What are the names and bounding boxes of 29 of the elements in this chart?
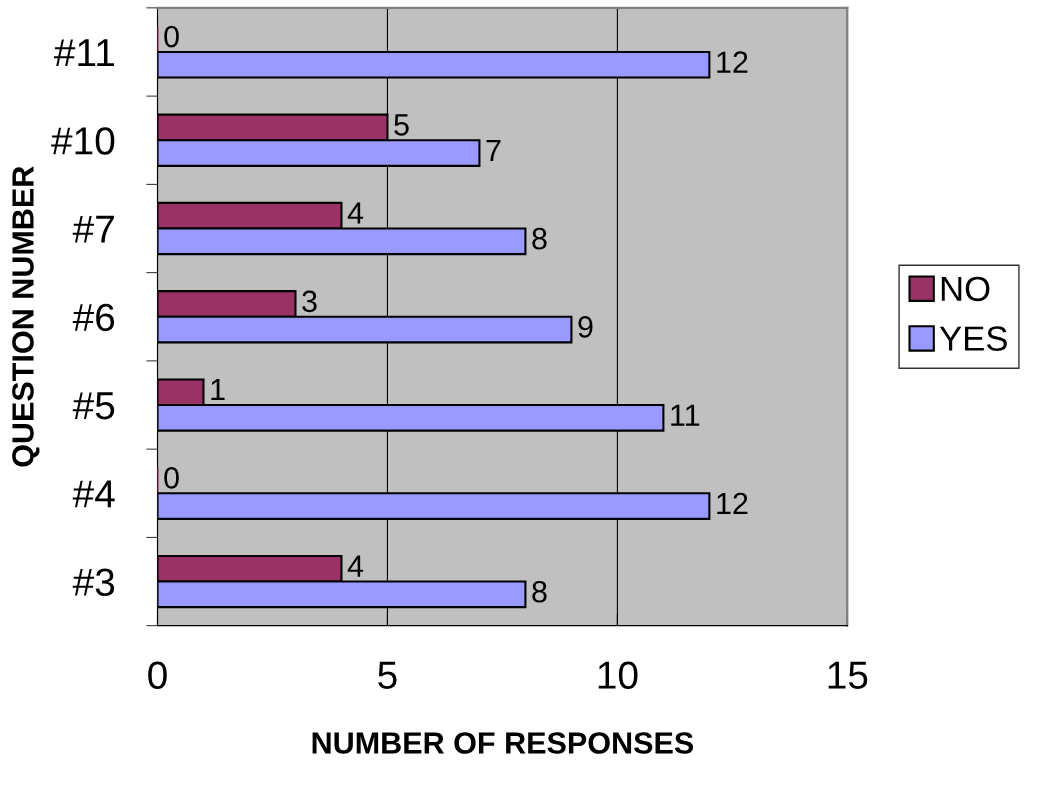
data-label: 11 — [671, 404, 700, 426]
data-label: 0 — [164, 467, 179, 489]
x-axis-title: NUMBER OF RESPONSES — [312, 732, 694, 754]
data-label: 8 — [532, 227, 547, 250]
legend-label: YES — [939, 326, 1007, 351]
x-tick-label: 0 — [148, 661, 167, 689]
data-label: 4 — [347, 202, 364, 224]
data-label: 4 — [347, 555, 364, 577]
y-tick-label: #5 — [72, 392, 115, 420]
data-label: 0 — [164, 25, 179, 48]
x-tick-label: 10 — [598, 661, 638, 689]
legend-label: NO — [941, 276, 990, 302]
data-label: 3 — [302, 290, 317, 313]
data-label: 9 — [578, 316, 593, 338]
data-label: 8 — [532, 580, 547, 603]
y-tick-label: #10 — [51, 127, 115, 155]
y-axis-title: QUESTION NUMBER — [12, 166, 40, 467]
data-label: 5 — [394, 114, 409, 136]
data-label: 12 — [717, 492, 748, 514]
y-tick-label: #7 — [72, 215, 114, 243]
x-tick-label: 15 — [828, 661, 868, 689]
data-label: 7 — [486, 139, 501, 161]
y-tick-label: #3 — [72, 568, 115, 596]
data-label: 12 — [717, 51, 748, 73]
data-label: 1 — [211, 379, 225, 401]
y-tick-label: #6 — [72, 303, 115, 332]
y-tick-label: #11 — [53, 39, 114, 67]
y-tick-label: #4 — [72, 480, 115, 508]
x-tick-label: 5 — [378, 661, 397, 689]
